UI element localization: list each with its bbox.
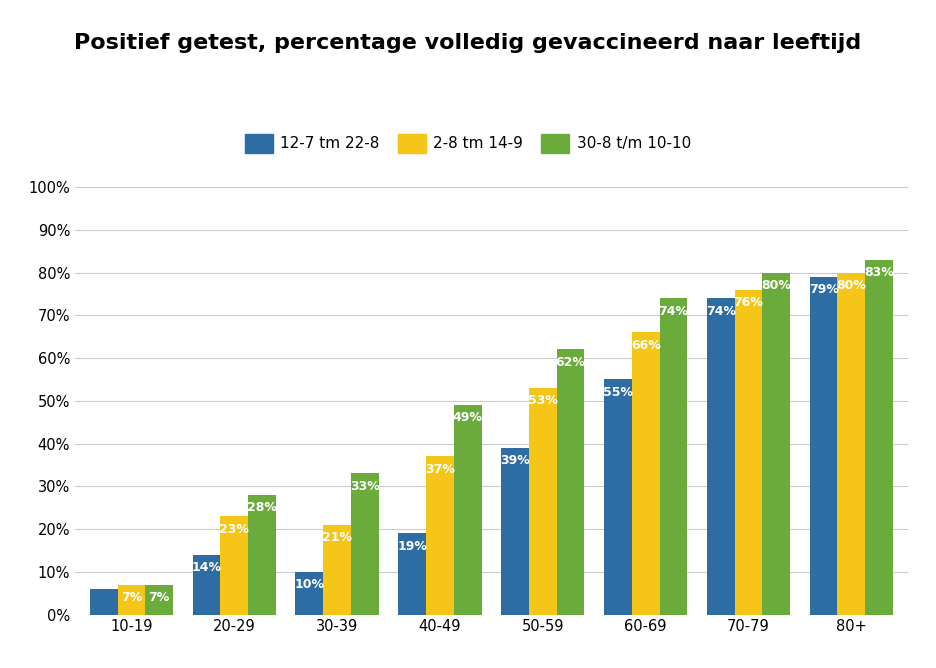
Bar	[426, 456, 454, 615]
Text: 55%: 55%	[603, 386, 633, 399]
Bar	[193, 554, 220, 615]
Bar	[632, 333, 660, 615]
Text: 74%: 74%	[658, 305, 689, 317]
Bar	[557, 349, 584, 615]
Bar	[865, 260, 893, 615]
Text: 6%: 6%	[93, 574, 114, 587]
Text: 28%: 28%	[247, 501, 277, 514]
Bar	[838, 273, 865, 615]
Bar	[707, 298, 735, 615]
Bar	[399, 533, 426, 615]
Bar	[351, 474, 379, 615]
Bar	[529, 388, 557, 615]
Bar	[90, 589, 118, 615]
Text: 39%: 39%	[500, 454, 530, 467]
Legend: 12-7 tm 22-8, 2-8 tm 14-9, 30-8 t/m 10-10: 12-7 tm 22-8, 2-8 tm 14-9, 30-8 t/m 10-1…	[239, 128, 697, 159]
Text: Positief getest, percentage volledig gevaccineerd naar leeftijd: Positief getest, percentage volledig gev…	[74, 33, 862, 53]
Text: 7%: 7%	[149, 591, 169, 604]
Bar	[501, 448, 529, 615]
Bar	[454, 405, 482, 615]
Text: 76%: 76%	[734, 296, 764, 309]
Bar	[296, 572, 323, 615]
Text: 80%: 80%	[837, 279, 867, 292]
Bar	[220, 516, 248, 615]
Text: 14%: 14%	[192, 561, 222, 574]
Text: 7%: 7%	[121, 591, 142, 604]
Text: 37%: 37%	[425, 463, 455, 476]
Text: 21%: 21%	[322, 531, 352, 544]
Bar	[145, 584, 173, 615]
Bar	[763, 273, 790, 615]
Text: 33%: 33%	[350, 480, 380, 493]
Text: 80%: 80%	[761, 279, 791, 292]
Text: 49%: 49%	[453, 411, 483, 424]
Text: 19%: 19%	[397, 540, 427, 552]
Text: 62%: 62%	[556, 356, 586, 369]
Text: 74%: 74%	[706, 305, 736, 317]
Text: 83%: 83%	[864, 266, 894, 279]
Bar	[810, 277, 838, 615]
Text: 66%: 66%	[631, 339, 661, 352]
Text: 53%: 53%	[528, 394, 558, 407]
Text: 79%: 79%	[809, 283, 839, 296]
Bar	[118, 584, 145, 615]
Bar	[735, 290, 763, 615]
Bar	[660, 298, 687, 615]
Bar	[604, 379, 632, 615]
Bar	[248, 495, 276, 615]
Bar	[323, 525, 351, 615]
Text: 10%: 10%	[294, 578, 325, 591]
Text: 23%: 23%	[219, 522, 249, 536]
